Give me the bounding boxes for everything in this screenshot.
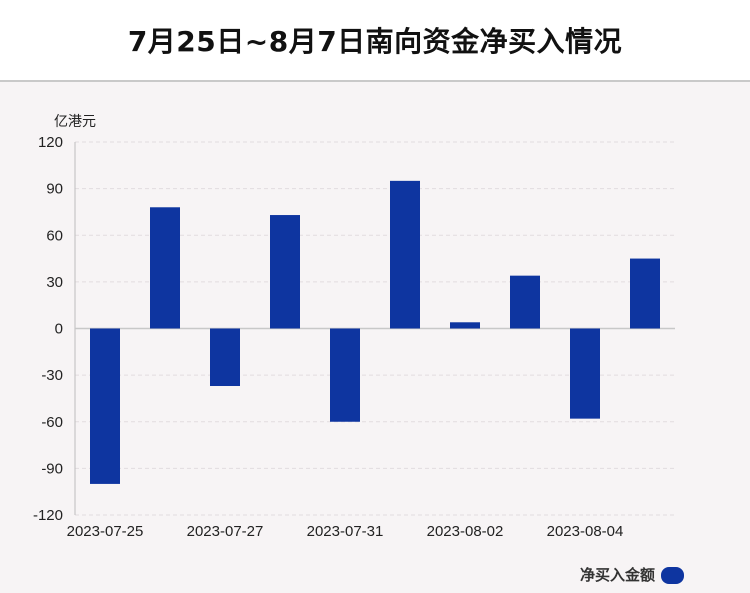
y-tick-label: 60 [46, 227, 63, 244]
y-tick-label: 0 [55, 321, 63, 338]
bar-2023-07-31 [330, 328, 360, 422]
x-tick-label: 2023-07-31 [307, 523, 384, 540]
y-tick-label: -120 [33, 507, 63, 524]
bar-2023-08-02 [450, 322, 480, 329]
bar-2023-08-04 [570, 328, 600, 419]
legend-swatch [661, 567, 684, 584]
y-tick-label: 120 [38, 134, 63, 151]
bar-layer [90, 180, 660, 484]
bar-2023-07-25 [90, 328, 120, 484]
bar-2023-07-28 [270, 215, 300, 329]
legend-label: 净买入金额 [580, 566, 655, 584]
y-tick-label: -60 [41, 414, 63, 431]
bar-2023-07-26 [150, 207, 180, 329]
y-tick-label: -90 [41, 460, 63, 477]
y-axis-unit-label: 亿港元 [54, 114, 96, 130]
y-tick-label: 90 [46, 181, 63, 198]
legend: 净买入金额 [580, 566, 684, 584]
bar-2023-08-01 [390, 180, 420, 329]
x-tick-label: 2023-08-04 [547, 523, 624, 540]
x-tick-label: 2023-07-27 [187, 523, 264, 540]
y-tick-label: 30 [46, 274, 63, 291]
page-title: 7月25日~8月7日南向资金净买入情况 [127, 25, 623, 58]
bar-2023-08-03 [510, 275, 540, 329]
bar-2023-07-27 [210, 328, 240, 387]
y-tick-label: -30 [41, 367, 63, 384]
x-tick-label: 2023-08-02 [427, 523, 504, 540]
title-bar: 7月25日~8月7日南向资金净买入情况 [0, 0, 750, 82]
bar-2023-08-07 [630, 258, 660, 329]
x-tick-label: 2023-07-25 [67, 523, 144, 540]
